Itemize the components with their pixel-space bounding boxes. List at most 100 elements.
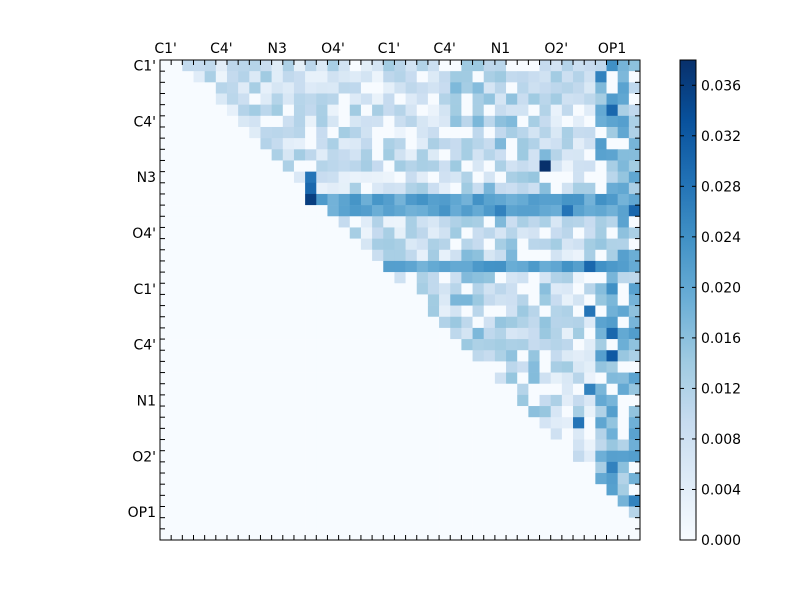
heatmap-cell: [193, 316, 205, 329]
heatmap-cell: [338, 82, 351, 94]
heatmap-cell: [416, 528, 429, 541]
heatmap-cell: [528, 450, 540, 463]
heatmap-cell: [450, 439, 462, 451]
heatmap-cell: [226, 60, 239, 72]
heatmap-cell: [271, 305, 284, 318]
heatmap-cell: [427, 205, 440, 217]
heatmap-cell: [215, 193, 228, 206]
heatmap-cell: [450, 327, 462, 340]
heatmap-cell: [215, 339, 228, 351]
heatmap-cell: [606, 171, 618, 184]
heatmap-cell: [226, 104, 239, 117]
heatmap-cell: [260, 82, 272, 94]
heatmap-cell: [215, 260, 228, 273]
heatmap-cell: [494, 104, 507, 117]
heatmap-cell: [260, 450, 272, 463]
heatmap-cell: [606, 394, 618, 407]
heatmap-cell: [539, 439, 551, 451]
heatmap-cell: [226, 193, 239, 206]
heatmap-cell: [439, 528, 451, 541]
heatmap-cell: [204, 260, 217, 273]
heatmap-cell: [249, 227, 261, 239]
heatmap-cell: [249, 115, 261, 128]
heatmap-cell: [539, 160, 551, 172]
heatmap-cell: [628, 316, 641, 329]
heatmap-cell: [439, 260, 451, 273]
heatmap-cell: [293, 495, 306, 507]
heatmap-cell: [305, 93, 317, 105]
heatmap-cell: [539, 473, 551, 485]
heatmap-cell: [305, 327, 317, 340]
heatmap-cell: [506, 506, 518, 518]
heatmap-cell: [528, 283, 540, 295]
heatmap-cell: [349, 517, 362, 530]
heatmap-cell: [182, 93, 194, 105]
heatmap-cell: [427, 60, 440, 72]
heatmap-cell: [461, 115, 473, 128]
heatmap-cell: [360, 495, 373, 507]
heatmap-cell: [584, 339, 596, 351]
heatmap-cell: [238, 305, 250, 318]
heatmap-cell: [238, 361, 250, 373]
heatmap-cell: [338, 205, 351, 217]
heatmap-cell: [293, 350, 306, 362]
heatmap-cell: [182, 126, 194, 139]
heatmap-cell: [617, 182, 630, 195]
heatmap-cell: [617, 417, 630, 429]
heatmap-cell: [584, 428, 596, 440]
heatmap-cell: [539, 406, 551, 418]
heatmap-cell: [394, 216, 406, 228]
heatmap-cell: [539, 238, 551, 251]
heatmap-cell: [260, 71, 272, 83]
heatmap-cell: [372, 216, 384, 228]
heatmap-cell: [628, 249, 641, 262]
heatmap-cell: [394, 60, 406, 72]
heatmap-cell: [204, 339, 217, 351]
heatmap-cell: [494, 60, 507, 72]
heatmap-cell: [584, 182, 596, 195]
heatmap-cell: [461, 495, 473, 507]
heatmap-cell: [360, 394, 373, 407]
heatmap-cell: [215, 450, 228, 463]
heatmap-cell: [494, 193, 507, 206]
heatmap-cell: [349, 149, 362, 161]
heatmap-cell: [617, 305, 630, 318]
heatmap-cell: [427, 227, 440, 239]
heatmap-cell: [394, 71, 406, 83]
heatmap-cell: [595, 160, 607, 172]
heatmap-cell: [584, 283, 596, 295]
heatmap-cell: [204, 484, 217, 496]
heatmap-cell: [405, 272, 418, 284]
heatmap-cell: [238, 484, 250, 496]
heatmap-cell: [427, 350, 440, 362]
heatmap-cell: [282, 160, 295, 172]
heatmap-cell: [494, 450, 507, 463]
heatmap-cell: [249, 528, 261, 541]
heatmap-cell: [215, 383, 228, 396]
heatmap-cell: [561, 93, 574, 105]
heatmap-cell: [327, 305, 339, 318]
heatmap-cell: [461, 104, 473, 117]
heatmap-cell: [193, 339, 205, 351]
heatmap-cell: [517, 350, 529, 362]
heatmap-cell: [461, 428, 473, 440]
heatmap-cell: [550, 461, 563, 474]
heatmap-cell: [394, 439, 406, 451]
heatmap-cell: [226, 126, 239, 139]
heatmap-cell: [573, 260, 585, 273]
heatmap-cell: [249, 439, 261, 451]
heatmap-cell: [338, 461, 351, 474]
heatmap-cell: [517, 339, 529, 351]
y-tick-label: C4': [133, 114, 156, 130]
heatmap-cell: [193, 216, 205, 228]
heatmap-cell: [584, 115, 596, 128]
heatmap-cell: [450, 339, 462, 351]
heatmap-cell: [282, 249, 295, 262]
heatmap-cell: [539, 93, 551, 105]
heatmap-cell: [416, 126, 429, 139]
heatmap-cell: [271, 160, 284, 172]
heatmap-cell: [550, 394, 563, 407]
heatmap-cell: [617, 406, 630, 418]
heatmap-cell: [573, 506, 585, 518]
heatmap-cell: [561, 417, 574, 429]
